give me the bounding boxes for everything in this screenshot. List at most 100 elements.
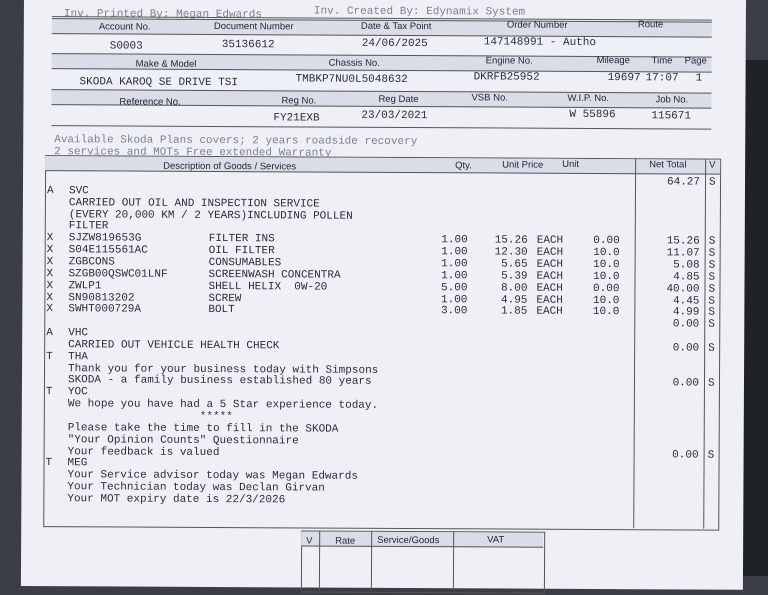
line-qty: 3.00 bbox=[422, 305, 467, 317]
line-net: 5.08 bbox=[638, 259, 700, 271]
line-v: S bbox=[708, 378, 715, 390]
line-net: 40.00 bbox=[637, 283, 699, 295]
col-description: Description of Goods / Services bbox=[163, 161, 296, 173]
line-unit: EACH bbox=[536, 306, 562, 318]
line-v: S bbox=[708, 283, 715, 295]
label-document-number: Document Number bbox=[214, 21, 294, 32]
line-net: 0.00 bbox=[637, 449, 699, 461]
line-net: 4.85 bbox=[638, 271, 700, 283]
line-qty: 1.00 bbox=[423, 258, 468, 270]
col-unit: Unit bbox=[562, 159, 579, 170]
line-code: X bbox=[47, 232, 54, 244]
label-job-no: Job No. bbox=[655, 94, 688, 105]
label-page: Page bbox=[685, 55, 707, 66]
line-v: S bbox=[709, 236, 716, 248]
line-disc: 0.00 bbox=[589, 283, 619, 295]
invoice-page: Inv. Printed By: Megan Edwards Inv. Crea… bbox=[21, 0, 746, 590]
line-qty: 1.00 bbox=[423, 270, 468, 282]
order-number: 147148991 - Autho bbox=[484, 36, 596, 49]
wip-no: W 55896 bbox=[569, 109, 615, 121]
label-mileage: Mileage bbox=[597, 55, 630, 66]
line-part: SWHT000729A bbox=[68, 304, 141, 316]
line-part: MEG bbox=[68, 458, 88, 470]
date-tax-point: 24/06/2025 bbox=[362, 38, 428, 50]
reg-date: 23/03/2021 bbox=[361, 110, 427, 122]
line-desc: FILTER INS bbox=[209, 233, 275, 245]
line-qty: 1.00 bbox=[423, 234, 468, 246]
line-disc: 10.0 bbox=[590, 271, 620, 283]
line-part: SN90813202 bbox=[68, 292, 134, 304]
line-net: 15.26 bbox=[638, 235, 700, 247]
line-price: 5.39 bbox=[483, 270, 528, 282]
line-part: YOC bbox=[68, 387, 88, 399]
line-v: S bbox=[709, 271, 716, 283]
line-code: T bbox=[46, 458, 53, 470]
line-code: A bbox=[46, 327, 53, 339]
line-desc: CONSUMABLES bbox=[209, 257, 282, 269]
line-net: 0.00 bbox=[637, 318, 699, 330]
chassis-no: TMBKP7NU0L5048632 bbox=[296, 73, 408, 86]
line-desc: OIL FILTER bbox=[209, 245, 275, 257]
line-part: SJZW819653G bbox=[69, 232, 142, 244]
line-part: THA bbox=[68, 351, 88, 363]
line-v: S bbox=[709, 248, 716, 260]
line-qty: 1.00 bbox=[423, 246, 468, 258]
line-unit: EACH bbox=[536, 294, 562, 306]
line-part: SZGB00QSWC01LNF bbox=[69, 268, 168, 281]
line-net: 11.07 bbox=[638, 247, 700, 259]
line-code: X bbox=[46, 280, 53, 292]
line-v: S bbox=[708, 342, 715, 354]
line-qty: 1.00 bbox=[422, 294, 467, 306]
line-net: 64.27 bbox=[638, 176, 700, 188]
line-qty: 5.00 bbox=[422, 282, 467, 294]
line-unit: EACH bbox=[537, 270, 563, 282]
mileage: 19697 bbox=[608, 72, 641, 84]
line-part: (EVERY 20,000 KM / 2 YEARS)INCLUDING POL… bbox=[69, 209, 353, 222]
line-price: 15.26 bbox=[483, 235, 528, 247]
col-qty: Qty. bbox=[455, 160, 472, 171]
label-reference-no: Reference No. bbox=[119, 97, 180, 108]
label-reg-no: Reg No. bbox=[281, 95, 316, 106]
label-reg-date: Reg Date bbox=[378, 94, 418, 105]
line-part: VHC bbox=[68, 327, 88, 339]
line-part: Your feedback is valued bbox=[68, 446, 220, 459]
line-code: X bbox=[47, 244, 54, 256]
account-no: S0003 bbox=[110, 40, 143, 52]
line-part: ZGBCONS bbox=[69, 256, 115, 268]
line-v: S bbox=[709, 177, 716, 189]
vat-col-rate: Rate bbox=[335, 536, 355, 547]
line-code: A bbox=[47, 185, 54, 197]
vat-col-vat: VAT bbox=[487, 534, 504, 545]
line-part: S04E115561AC bbox=[69, 244, 148, 256]
label-make-model: Make & Model bbox=[136, 59, 197, 70]
line-disc: 10.0 bbox=[589, 306, 619, 318]
line-price: 12.30 bbox=[483, 246, 528, 258]
engine-no: DKRFB25952 bbox=[474, 71, 540, 83]
line-price: 5.65 bbox=[483, 258, 528, 270]
line-part: ZWLP1 bbox=[68, 280, 101, 292]
page-number: 1 bbox=[696, 73, 703, 85]
label-wip-no: W.I.P. No. bbox=[567, 93, 609, 104]
label-order-number: Order Number bbox=[507, 20, 568, 31]
line-net: 4.45 bbox=[637, 295, 699, 307]
line-code: X bbox=[46, 303, 53, 315]
label-route: Route bbox=[638, 19, 663, 30]
line-price: 8.00 bbox=[482, 282, 527, 294]
line-code: T bbox=[46, 351, 53, 363]
line-code: X bbox=[47, 256, 54, 268]
line-price: 4.95 bbox=[482, 294, 527, 306]
time: 17:07 bbox=[646, 72, 679, 84]
col-unit-price: Unit Price bbox=[502, 160, 543, 171]
line-price: 1.85 bbox=[482, 306, 527, 318]
line-desc: SCREENWASH CONCENTRA bbox=[209, 269, 341, 282]
line-v: S bbox=[708, 449, 715, 461]
label-engine-no: Engine No. bbox=[486, 55, 533, 66]
line-part: FILTER bbox=[69, 221, 109, 233]
label-chassis-no: Chassis No. bbox=[329, 58, 380, 69]
line-part: Your MOT expiry date is 22/3/2026 bbox=[67, 493, 285, 506]
vat-col-v: V bbox=[306, 535, 312, 546]
line-net: 0.00 bbox=[637, 378, 699, 390]
line-v: S bbox=[708, 319, 715, 331]
line-unit: EACH bbox=[537, 235, 563, 247]
label-date: Date & Tax Point bbox=[361, 21, 432, 32]
